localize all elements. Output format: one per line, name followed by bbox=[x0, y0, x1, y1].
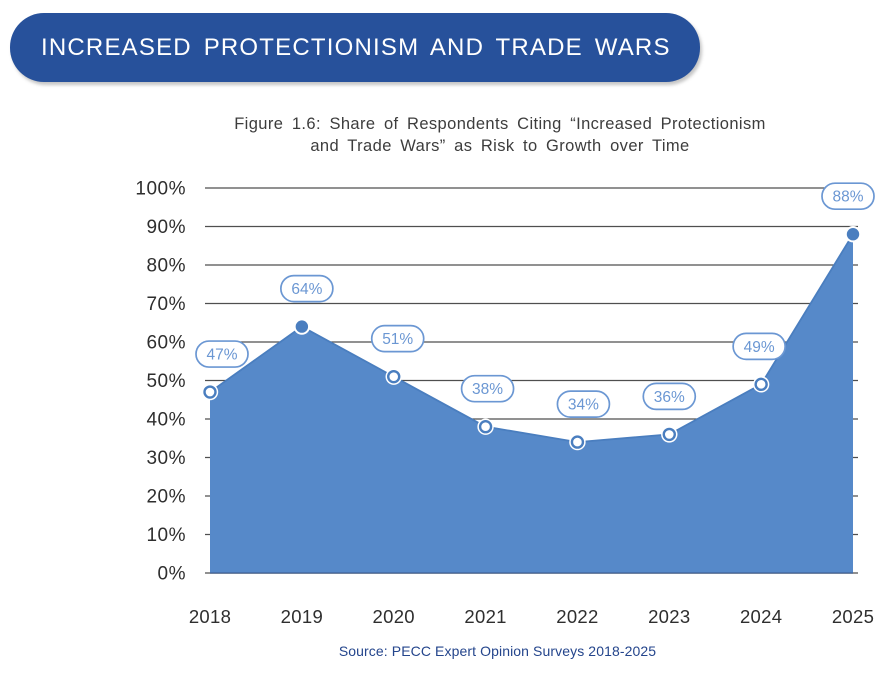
y-axis-tick-label: 30% bbox=[146, 448, 186, 469]
data-label: 88% bbox=[832, 189, 863, 206]
area-chart: 47% 64% 51% 38% 34% 36% 49% 88% 0% 10% 20% 30% 40% 5… bbox=[135, 179, 875, 627]
y-axis-tick-label: 40% bbox=[146, 410, 186, 431]
data-label: 49% bbox=[744, 339, 775, 356]
data-label: 34% bbox=[568, 397, 599, 414]
data-point-marker bbox=[846, 228, 860, 241]
data-point-markers bbox=[201, 226, 862, 451]
y-axis-tick-label: 60% bbox=[146, 333, 186, 354]
y-axis-tick-label: 20% bbox=[146, 487, 186, 508]
source-caption: Source: PECC Expert Opinion Surveys 2018… bbox=[338, 643, 657, 659]
series-line bbox=[209, 233, 854, 444]
data-label-pill bbox=[821, 182, 875, 211]
y-axis-tick-label: 100% bbox=[135, 179, 186, 200]
data-label-pill bbox=[370, 324, 425, 353]
y-axis-tick-labels: 0% 10% 20% 30% 40% 50% 60% 70% 80% 90% 100% bbox=[135, 179, 186, 585]
data-label: 51% bbox=[382, 331, 413, 348]
data-label: 47% bbox=[206, 347, 237, 364]
x-axis-tick-label: 2024 bbox=[740, 606, 782, 627]
data-label-pill bbox=[280, 274, 334, 303]
data-point-marker bbox=[662, 427, 676, 442]
data-label-pill bbox=[732, 332, 786, 361]
data-label: 64% bbox=[291, 281, 322, 298]
x-axis-tick-labels: 2018 2019 2020 2021 2022 2023 2024 2025 bbox=[189, 606, 874, 627]
x-axis-tick-label: 2023 bbox=[648, 606, 690, 627]
figure-title: Figure 1.6: Share of Respondents Citing … bbox=[234, 115, 766, 155]
data-point-marker bbox=[203, 385, 217, 399]
data-label: 38% bbox=[472, 381, 503, 398]
data-point-marker bbox=[570, 435, 585, 449]
x-axis-tick-label: 2025 bbox=[832, 606, 874, 627]
y-axis-tick-label: 50% bbox=[146, 371, 186, 392]
x-axis-tick-label: 2018 bbox=[189, 606, 231, 627]
data-point-marker bbox=[295, 320, 309, 333]
y-axis-tick-label: 10% bbox=[146, 525, 186, 546]
area-fill bbox=[210, 234, 853, 573]
header-banner-label: INCREASED PROTECTIONISM AND TRADE WARS bbox=[41, 33, 671, 61]
y-axis-tick-label: 0% bbox=[158, 564, 186, 585]
y-axis-tick-label: 70% bbox=[146, 294, 186, 315]
data-label: 36% bbox=[654, 389, 685, 406]
area-series bbox=[209, 233, 854, 574]
x-axis-tick-label: 2020 bbox=[373, 606, 415, 627]
y-axis-tick-label: 90% bbox=[146, 217, 186, 238]
x-axis-tick-label: 2022 bbox=[556, 606, 598, 627]
data-label-pill bbox=[460, 374, 515, 403]
x-axis-tick-label: 2019 bbox=[281, 606, 323, 627]
y-axis-tick-label: 80% bbox=[146, 256, 186, 277]
data-point-marker bbox=[478, 419, 493, 434]
header-banner: INCREASED PROTECTIONISM AND TRADE WARS bbox=[10, 13, 700, 82]
data-label-pill bbox=[195, 340, 249, 368]
data-point-marker bbox=[387, 369, 401, 384]
data-label-pill bbox=[556, 390, 611, 418]
data-point-marker bbox=[754, 377, 768, 392]
data-label-pill bbox=[642, 382, 697, 411]
x-axis-tick-label: 2021 bbox=[464, 606, 506, 627]
data-label-pills: 47% 64% 51% 38% 34% 36% 49% 88% bbox=[195, 182, 875, 418]
